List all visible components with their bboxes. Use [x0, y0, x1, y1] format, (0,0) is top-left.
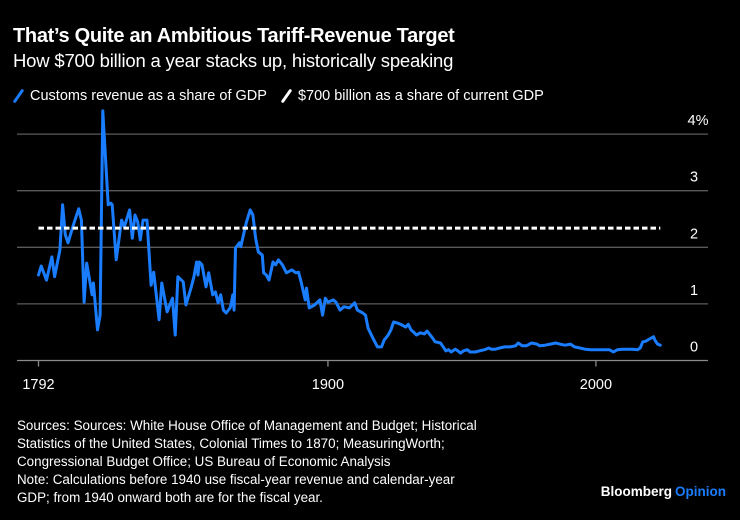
- y-tick-label: 2: [690, 226, 698, 242]
- x-axis-ticks: 1792 1900 2000: [22, 360, 612, 393]
- source-line: Statistics of the United States, Colonia…: [17, 436, 445, 451]
- x-tick-label: 1792: [22, 377, 54, 393]
- source-line: Congressional Budget Office; US Bureau o…: [17, 454, 391, 469]
- logo-section: Opinion: [675, 484, 726, 499]
- customs-revenue-line: [37, 109, 662, 355]
- x-tick-label: 2000: [580, 377, 612, 393]
- logo-brand: Bloomberg: [600, 484, 672, 499]
- y-axis-labels: 0 1 2 3 4%: [688, 113, 709, 355]
- note-line: Note: Calculations before 1940 use fisca…: [17, 472, 455, 487]
- note-line: GDP; from 1940 onward both are for the f…: [17, 490, 323, 505]
- source-note: Sources: Sources: White House Office of …: [17, 417, 577, 507]
- chart-title: That’s Quite an Ambitious Tariff-Revenue…: [13, 25, 455, 47]
- y-tick-label: 4%: [688, 113, 709, 129]
- legend-label: Customs revenue as a share of GDP: [30, 88, 267, 104]
- chart-legend: Customs revenue as a share of GDP $700 b…: [13, 88, 558, 104]
- source-line: Sources: Sources: White House Office of …: [17, 418, 477, 433]
- x-tick-label: 1900: [312, 377, 344, 393]
- bloomberg-opinion-logo: Bloomberg Opinion: [601, 484, 726, 499]
- legend-label: $700 billion as a share of current GDP: [297, 88, 544, 104]
- gridlines: [17, 133, 708, 305]
- series-lines: [37, 109, 662, 355]
- chart-subtitle: How $700 billion a year stacks up, histo…: [13, 50, 454, 71]
- legend-item-target-share: $700 billion as a share of current GDP: [281, 88, 544, 104]
- y-tick-label: 0: [690, 340, 698, 356]
- y-tick-label: 3: [690, 170, 698, 186]
- y-tick-label: 1: [690, 283, 698, 299]
- legend-item-customs-revenue: Customs revenue as a share of GDP: [13, 88, 267, 104]
